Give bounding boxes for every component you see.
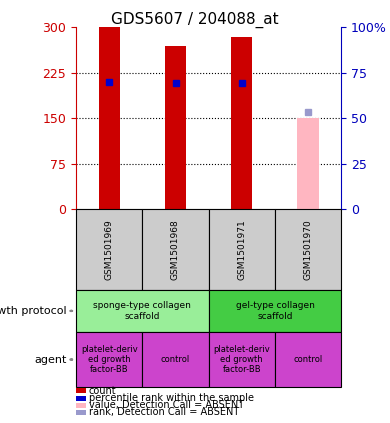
- Bar: [231, 37, 252, 209]
- Text: control: control: [161, 355, 190, 364]
- Text: rank, Detection Call = ABSENT: rank, Detection Call = ABSENT: [89, 407, 239, 418]
- Text: GSM1501968: GSM1501968: [171, 219, 180, 280]
- Bar: [99, 27, 120, 209]
- Text: agent: agent: [34, 354, 66, 365]
- Text: GSM1501971: GSM1501971: [237, 219, 246, 280]
- Text: GDS5607 / 204088_at: GDS5607 / 204088_at: [111, 12, 279, 28]
- Text: platelet-deriv
ed growth
factor-BB: platelet-deriv ed growth factor-BB: [213, 345, 270, 374]
- Text: growth protocol: growth protocol: [0, 306, 66, 316]
- Text: platelet-deriv
ed growth
factor-BB: platelet-deriv ed growth factor-BB: [81, 345, 138, 374]
- Text: GSM1501970: GSM1501970: [303, 219, 313, 280]
- Text: GSM1501969: GSM1501969: [105, 219, 114, 280]
- Text: sponge-type collagen
scaffold: sponge-type collagen scaffold: [94, 301, 191, 321]
- Text: percentile rank within the sample: percentile rank within the sample: [89, 393, 254, 403]
- Text: count: count: [89, 386, 117, 396]
- Text: gel-type collagen
scaffold: gel-type collagen scaffold: [236, 301, 314, 321]
- Bar: [165, 46, 186, 209]
- Bar: [298, 118, 319, 209]
- Text: control: control: [294, 355, 323, 364]
- Text: value, Detection Call = ABSENT: value, Detection Call = ABSENT: [89, 400, 244, 410]
